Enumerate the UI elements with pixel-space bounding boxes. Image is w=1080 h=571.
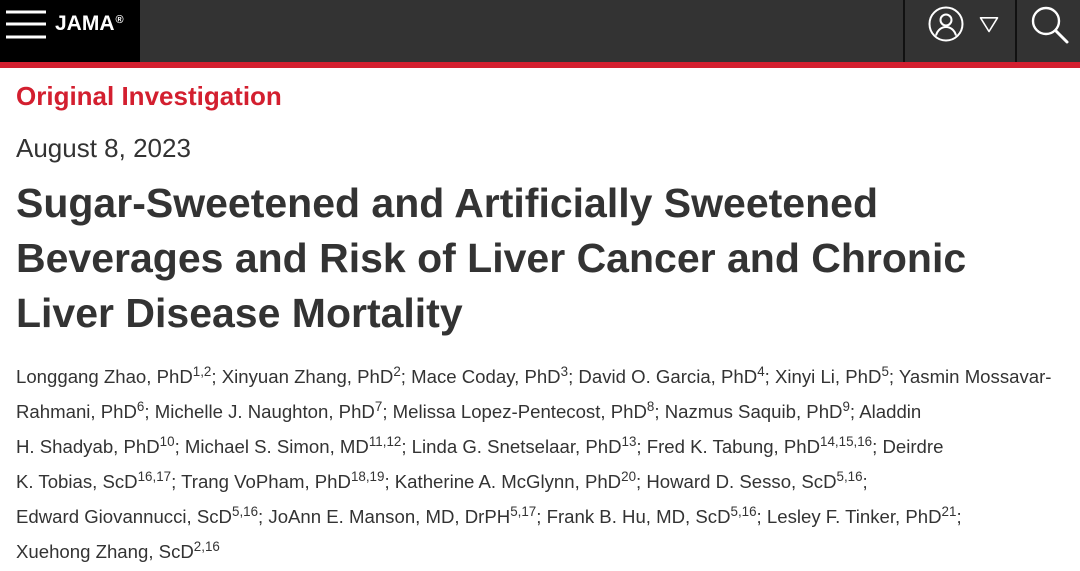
search-button[interactable]	[1018, 0, 1080, 62]
author-separator: ;	[211, 366, 217, 387]
search-icon	[1031, 6, 1069, 44]
affiliation-superscript[interactable]: 1,2	[192, 364, 212, 380]
author-link[interactable]: Trang VoPham, PhD	[181, 471, 351, 492]
brand-block: JAMA®	[0, 0, 140, 62]
menu-button[interactable]	[4, 8, 50, 42]
author-separator: ;	[536, 506, 542, 527]
header-accent-bar	[0, 62, 1080, 68]
author-link[interactable]: Rahmani, PhD	[16, 401, 137, 422]
affiliation-superscript[interactable]: 14,15,16	[820, 434, 873, 450]
affiliation-superscript[interactable]: 7	[374, 399, 383, 415]
author-link[interactable]: Howard D. Sesso, ScD	[646, 471, 837, 492]
author-separator: ;	[568, 366, 574, 387]
user-circle-icon	[928, 6, 964, 42]
logo-text: JAMA	[55, 12, 115, 35]
affiliation-superscript[interactable]: 5,17	[510, 504, 537, 520]
affiliation-superscript[interactable]: 21	[941, 504, 957, 520]
author-separator: ;	[888, 366, 895, 387]
author-separator: ;	[956, 506, 962, 527]
site-header: JAMA®	[0, 0, 1080, 62]
affiliation-superscript[interactable]: 13	[621, 434, 637, 450]
author-link[interactable]: Xinyi Li, PhD	[774, 366, 882, 387]
author-link[interactable]: Mace Coday, PhD	[411, 366, 561, 387]
author-separator: ;	[636, 471, 642, 492]
author-link[interactable]: Aladdin	[859, 401, 922, 422]
author-separator: ;	[401, 436, 407, 457]
author-line: Xuehong Zhang, ScD2,16	[16, 534, 1051, 569]
author-separator: ;	[636, 436, 642, 457]
affiliation-superscript[interactable]: 20	[621, 469, 637, 485]
author-separator: ;	[174, 436, 180, 457]
author-link[interactable]: JoAnn E. Manson, MD, DrPH	[268, 506, 511, 527]
affiliation-superscript[interactable]: 2	[393, 364, 401, 380]
author-link[interactable]: Melissa Lopez-Pentecost, PhD	[392, 401, 647, 422]
author-separator: ;	[382, 401, 388, 422]
author-separator: ;	[258, 506, 264, 527]
author-link[interactable]: Nazmus Saquib, PhD	[664, 401, 843, 422]
author-separator: ;	[862, 471, 868, 492]
author-separator: ;	[764, 366, 770, 387]
header-divider	[903, 0, 905, 62]
author-link[interactable]: Linda G. Snetselaar, PhD	[411, 436, 622, 457]
author-separator: ;	[384, 471, 390, 492]
affiliation-superscript[interactable]: 8	[646, 399, 655, 415]
header-divider	[1015, 0, 1017, 62]
publication-date: August 8, 2023	[16, 133, 191, 163]
affiliation-superscript[interactable]: 16,17	[137, 469, 172, 485]
account-menu-button[interactable]	[906, 0, 1014, 62]
registered-mark: ®	[115, 14, 124, 26]
author-link[interactable]: Michelle J. Naughton, PhD	[154, 401, 375, 422]
author-separator: ;	[756, 506, 762, 527]
author-link[interactable]: Frank B. Hu, MD, ScD	[546, 506, 731, 527]
affiliation-superscript[interactable]: 5,16	[232, 504, 259, 520]
author-link[interactable]: Deirdre	[882, 436, 944, 457]
author-link[interactable]: H. Shadyab, PhD	[16, 436, 160, 457]
author-link[interactable]: Xinyuan Zhang, PhD	[221, 366, 394, 387]
author-line: H. Shadyab, PhD10; Michael S. Simon, MD1…	[16, 429, 1051, 464]
author-line: Rahmani, PhD6; Michelle J. Naughton, PhD…	[16, 394, 1051, 429]
affiliation-superscript[interactable]: 3	[560, 364, 569, 380]
author-link[interactable]: David O. Garcia, PhD	[578, 366, 758, 387]
author-list: Longgang Zhao, PhD1,2; Xinyuan Zhang, Ph…	[16, 359, 1051, 569]
affiliation-superscript[interactable]: 4	[757, 364, 765, 380]
author-separator: ;	[872, 436, 878, 457]
article-title: Sugar-Sweetened and Artificially Sweeten…	[16, 180, 967, 336]
author-line: K. Tobias, ScD16,17; Trang VoPham, PhD18…	[16, 464, 1051, 499]
author-link[interactable]: Lesley F. Tinker, PhD	[766, 506, 942, 527]
jama-logo[interactable]: JAMA®	[55, 12, 124, 36]
author-separator: ;	[171, 471, 177, 492]
author-line: Longgang Zhao, PhD1,2; Xinyuan Zhang, Ph…	[16, 359, 1051, 394]
affiliation-superscript[interactable]: 11,12	[368, 434, 402, 450]
author-link[interactable]: Xuehong Zhang, ScD	[16, 541, 194, 562]
affiliation-superscript[interactable]: 10	[159, 434, 175, 450]
author-link[interactable]: Katherine A. McGlynn, PhD	[394, 471, 622, 492]
author-link[interactable]: Longgang Zhao, PhD	[16, 366, 193, 387]
author-separator: ;	[144, 401, 150, 422]
author-link[interactable]: K. Tobias, ScD	[16, 471, 138, 492]
affiliation-superscript[interactable]: 9	[842, 399, 850, 415]
author-separator: ;	[849, 401, 856, 422]
article-type-label: Original Investigation	[16, 81, 282, 111]
triangle-down-icon	[979, 17, 999, 33]
affiliation-superscript[interactable]: 5	[881, 364, 889, 380]
affiliation-superscript[interactable]: 18,19	[350, 469, 385, 485]
author-link[interactable]: Edward Giovannucci, ScD	[16, 506, 232, 527]
author-separator: ;	[654, 401, 660, 422]
author-line: Edward Giovannucci, ScD5,16; JoAnn E. Ma…	[16, 499, 1051, 534]
author-link[interactable]: Yasmin Mossavar-	[898, 366, 1052, 387]
hamburger-menu-icon	[6, 10, 46, 39]
affiliation-superscript[interactable]: 2,16	[193, 539, 220, 555]
affiliation-superscript[interactable]: 5,16	[836, 469, 863, 485]
affiliation-superscript[interactable]: 5,16	[730, 504, 757, 520]
author-link[interactable]: Fred K. Tabung, PhD	[646, 436, 821, 457]
author-separator: ;	[400, 366, 406, 387]
author-link[interactable]: Michael S. Simon, MD	[184, 436, 369, 457]
affiliation-superscript[interactable]: 6	[136, 399, 145, 415]
